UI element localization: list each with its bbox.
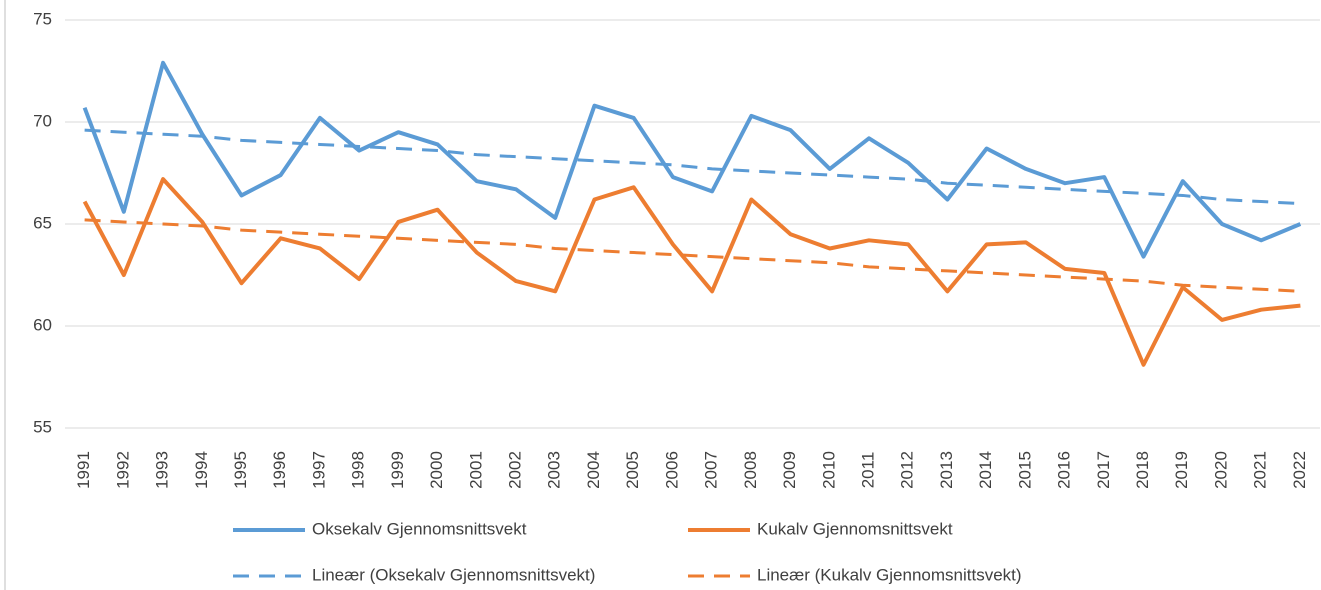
x-tick-label: 1995 (231, 451, 250, 489)
trend-line (84, 128, 1301, 206)
x-tick-label: 2005 (623, 451, 642, 489)
x-tick-label: 1991 (74, 451, 93, 489)
legend-label: Lineær (Kukalv Gjennomsnittsvekt) (757, 565, 1022, 584)
legend-label: Kukalv Gjennomsnittsvekt (757, 519, 953, 538)
x-tick-label: 1998 (349, 451, 368, 489)
x-tick-label: 1994 (192, 451, 211, 489)
legend-label: Lineær (Oksekalv Gjennomsnittsvekt) (312, 565, 595, 584)
x-tick-label: 2016 (1055, 451, 1074, 489)
y-tick-label: 70 (33, 111, 52, 130)
x-tick-label: 2017 (1094, 451, 1113, 489)
x-tick-label: 1993 (153, 451, 172, 489)
x-tick-label: 2008 (741, 451, 760, 489)
y-tick-label: 65 (33, 213, 52, 232)
y-tick-label: 60 (33, 315, 52, 334)
x-tick-label: 2007 (702, 451, 721, 489)
trend-line (84, 218, 1301, 293)
y-tick-label: 55 (33, 417, 52, 436)
x-tick-label: 2020 (1211, 451, 1230, 489)
data-line (82, 177, 1301, 367)
x-tick-label: 2019 (1172, 451, 1191, 489)
x-tick-label: 2004 (584, 451, 603, 489)
x-tick-label: 1992 (113, 451, 132, 489)
y-tick-label: 75 (33, 9, 52, 28)
x-tick-label: 2021 (1251, 451, 1270, 489)
x-tick-label: 2011 (858, 452, 877, 489)
x-tick-label: 2014 (976, 451, 995, 489)
legend-label: Oksekalv Gjennomsnittsvekt (312, 519, 527, 538)
x-tick-label: 2002 (506, 451, 525, 489)
x-tick-label: 2000 (427, 451, 446, 489)
x-tick-label: 2009 (780, 451, 799, 489)
x-tick-label: 2006 (662, 451, 681, 489)
x-tick-label: 1997 (309, 451, 328, 489)
x-tick-label: 2003 (545, 451, 564, 489)
x-tick-label: 2010 (819, 451, 838, 489)
x-tick-label: 2015 (1015, 451, 1034, 489)
x-tick-label: 2001 (466, 451, 485, 489)
x-tick-label: 2013 (937, 451, 956, 489)
x-tick-label: 1996 (270, 451, 289, 489)
x-tick-label: 2012 (898, 451, 917, 489)
data-line (82, 60, 1302, 259)
x-tick-label: 2018 (1133, 451, 1152, 489)
x-tick-label: 2022 (1290, 451, 1309, 489)
x-tick-label: 1999 (388, 451, 407, 489)
